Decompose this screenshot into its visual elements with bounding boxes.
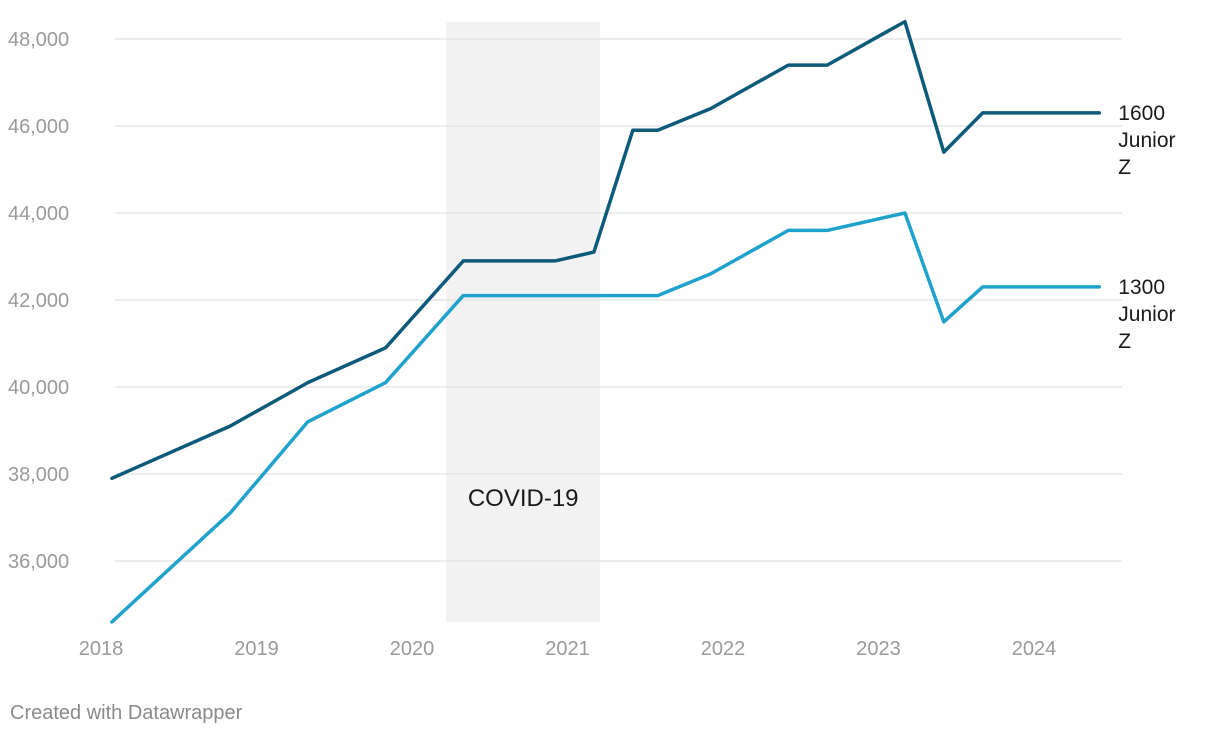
y-tick-label: 48,000	[8, 29, 69, 51]
x-tick-label: 2024	[1012, 638, 1057, 660]
series-label-0: 1600 Junior Z	[1118, 102, 1175, 179]
covid-annotation-label: COVID-19	[468, 485, 579, 512]
y-tick-label: 36,000	[8, 551, 69, 573]
gridlines	[115, 38, 1122, 562]
series-label-1: 1300 Junior Z	[1118, 276, 1175, 353]
y-tick-label: 42,000	[8, 290, 69, 312]
highlight-band-layer: COVID-19	[446, 21, 601, 622]
y-tick-label: 46,000	[8, 116, 69, 138]
series-line-0	[110, 19, 1102, 481]
y-tick-label: 38,000	[8, 464, 69, 486]
x-axis-ticks: 2018 2019 2020 2021 2022 2023 2024	[79, 638, 1057, 660]
line-chart: COVID-19 36,000 38,000 40,000 42,000 44,000 4…	[8, 19, 1176, 660]
x-tick-label: 2019	[234, 638, 279, 660]
x-tick-label: 2023	[856, 638, 901, 660]
series-labels: 1600 Junior Z 1300 Junior Z	[1118, 102, 1175, 353]
covid-highlight-band	[446, 21, 601, 622]
y-tick-label: 40,000	[8, 377, 69, 399]
x-tick-label: 2020	[390, 638, 435, 660]
series-line-1	[110, 211, 1102, 624]
footer-credit: Created with Datawrapper	[10, 702, 243, 724]
x-tick-label: 2022	[701, 638, 746, 660]
series-lines	[110, 19, 1102, 624]
y-tick-label: 44,000	[8, 203, 69, 225]
y-axis-ticks: 36,000 38,000 40,000 42,000 44,000 46,000 48,0…	[8, 29, 69, 573]
x-tick-label: 2018	[79, 638, 124, 660]
x-tick-label: 2021	[545, 638, 590, 660]
